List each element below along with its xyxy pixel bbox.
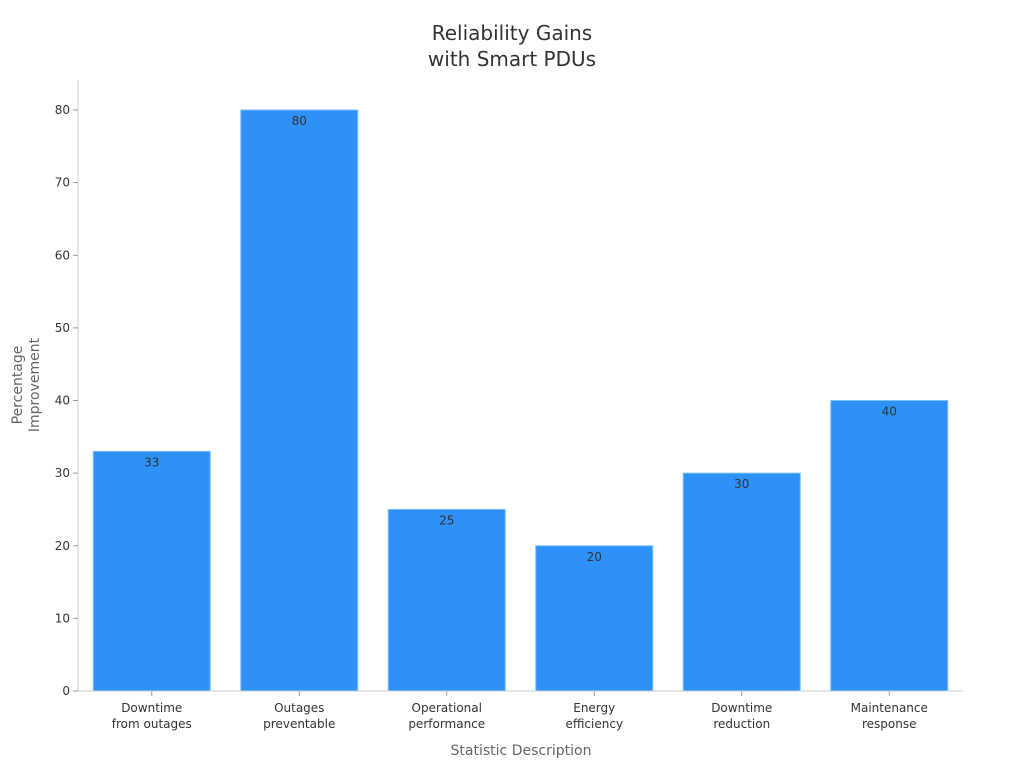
x-tick-label: from outages <box>112 717 192 731</box>
chart-title-line-1: Reliability Gains <box>432 21 592 45</box>
x-tick-label: preventable <box>263 717 335 731</box>
x-tick-label: Outages <box>274 701 324 715</box>
data-label: 25 <box>439 513 454 527</box>
x-tick-label: reduction <box>713 717 770 731</box>
bar <box>387 508 506 692</box>
x-tick-label: Maintenance <box>851 701 928 715</box>
y-tick-label: 30 <box>55 466 70 480</box>
axes: Downtime from outages Outages preventable Op… <box>55 80 963 731</box>
x-axis-title: Statistic Description <box>451 743 592 759</box>
bar <box>240 109 359 692</box>
bar <box>682 472 801 692</box>
data-label: 33 <box>144 455 159 469</box>
x-tick-label: Operational <box>412 701 482 715</box>
bars: 33 80 25 20 30 40 <box>92 109 949 692</box>
y-tick-label: 0 <box>62 684 70 698</box>
y-axis-title-line-1: Percentage <box>10 346 26 425</box>
y-tick-label: 70 <box>55 176 70 190</box>
x-tick-label: Energy <box>573 701 615 715</box>
bar <box>92 450 211 692</box>
data-label: 20 <box>587 550 602 564</box>
bar <box>535 545 654 692</box>
y-axis-title: Percentage Improvement <box>10 337 43 432</box>
y-tick-label: 80 <box>55 103 70 117</box>
data-label: 80 <box>292 114 307 128</box>
data-label: 30 <box>734 477 749 491</box>
y-tick-label: 10 <box>55 611 70 625</box>
x-tick-label: response <box>862 717 917 731</box>
y-tick-label: 40 <box>55 394 70 408</box>
y-tick-label: 60 <box>55 248 70 262</box>
y-axis-title-line-2: Improvement <box>27 337 43 432</box>
data-label: 40 <box>882 405 897 419</box>
x-tick-label: performance <box>408 717 485 731</box>
x-tick-label: Downtime <box>711 701 772 715</box>
y-tick-label: 20 <box>55 539 70 553</box>
y-tick-label: 50 <box>55 321 70 335</box>
x-tick-label: Downtime <box>121 701 182 715</box>
chart-title-line-2: with Smart PDUs <box>428 47 596 71</box>
x-tick-label: efficiency <box>565 717 623 731</box>
bar <box>830 400 949 692</box>
